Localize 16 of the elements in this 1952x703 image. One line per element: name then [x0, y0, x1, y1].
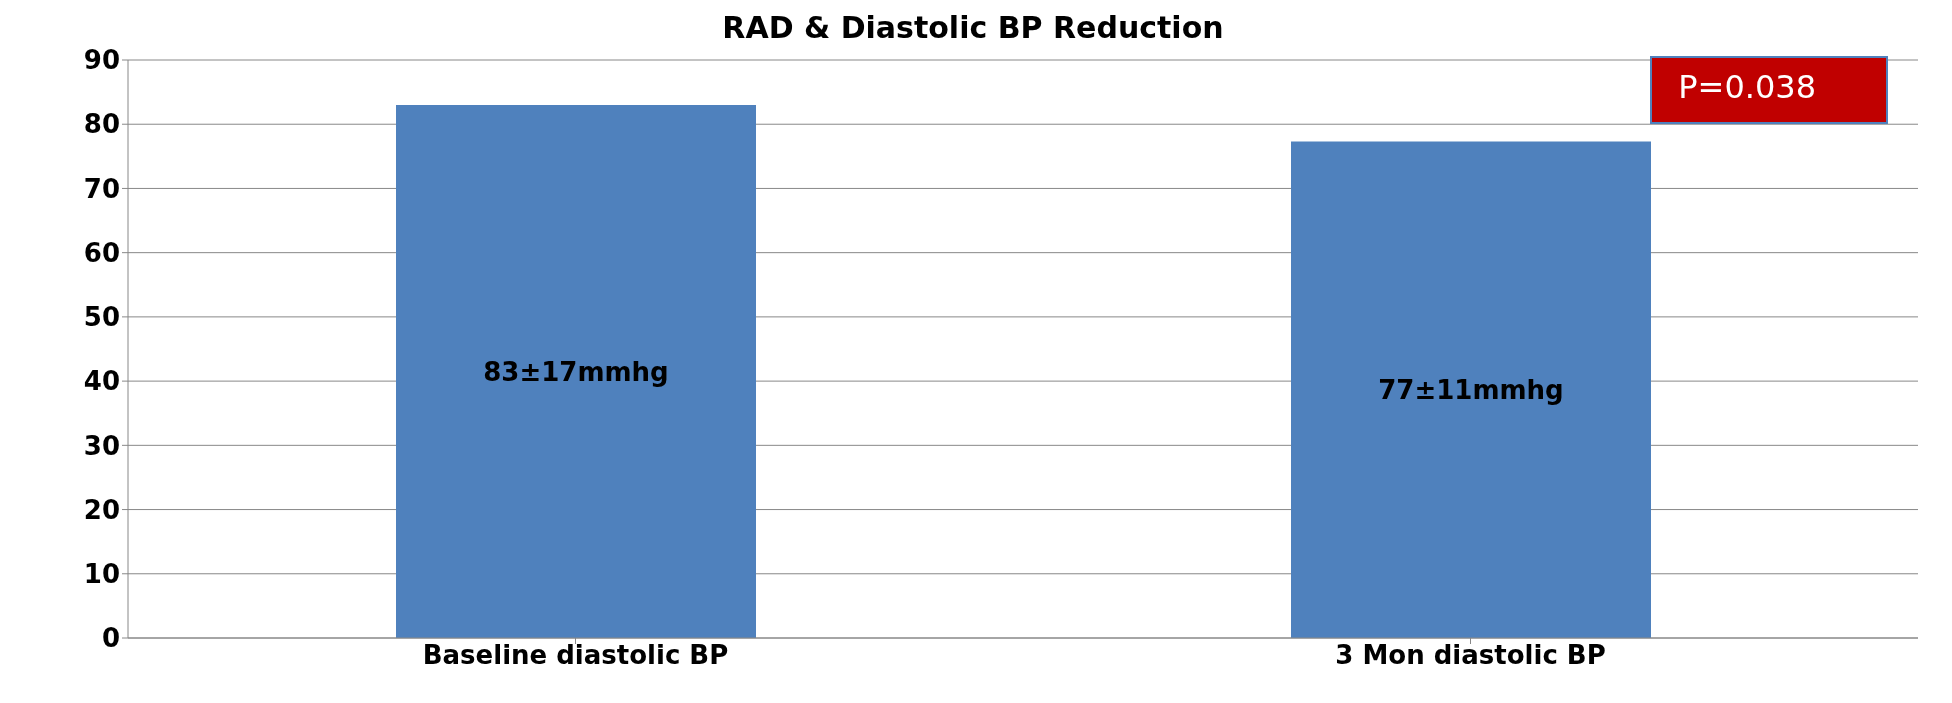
y-tick-label: 40	[83, 366, 120, 397]
y-tick-label: 0	[101, 623, 120, 654]
y-tick-label: 90	[83, 45, 120, 76]
y-tick-label: 70	[83, 173, 120, 204]
data-label: 83±17mmhg	[483, 356, 669, 387]
y-tick-label: 30	[83, 430, 120, 461]
annotation: P=0.038	[1650, 56, 1888, 124]
y-tick-label: 50	[83, 302, 120, 333]
y-tick-label: 60	[83, 237, 120, 268]
x-tick-label: Baseline diastolic BP	[422, 640, 729, 671]
y-tick-label: 80	[83, 109, 120, 140]
y-tick-label: 20	[83, 494, 120, 525]
chart-title: RAD & Diastolic BP Reduction	[722, 10, 1224, 45]
x-tick-label: 3 Mon diastolic BP	[1335, 640, 1606, 671]
data-label: 77±11mmhg	[1378, 375, 1564, 406]
y-tick-label: 10	[83, 559, 120, 590]
